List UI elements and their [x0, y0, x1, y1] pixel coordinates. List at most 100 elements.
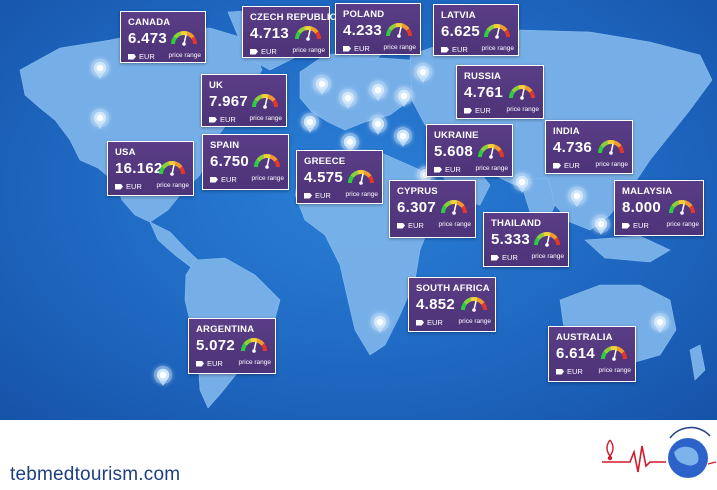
price-card-malaysia[interactable]: MALAYSIA 8.000 EUR price range	[614, 180, 704, 236]
price-card-spain[interactable]: SPAIN 6.750 EUR price range	[202, 134, 289, 190]
country-name: USA	[115, 147, 136, 158]
price-value: 4.575	[304, 169, 344, 186]
price-card-latvia[interactable]: LATVIA 6.625 EUR price range	[433, 4, 519, 56]
price-card-ukraine[interactable]: UKRAINE 5.608 EUR price range	[426, 124, 513, 177]
price-tag-icon	[304, 192, 312, 199]
price-card-uk[interactable]: UK 7.967 EUR price range	[201, 74, 287, 127]
gauge-segment	[310, 26, 319, 34]
price-tag-icon	[491, 254, 499, 261]
gauge-segment	[297, 26, 306, 34]
gauge-segment	[443, 200, 452, 208]
gauge-segment	[167, 161, 177, 166]
gauge-segment	[483, 29, 490, 38]
price-card-russia[interactable]: RUSSIA 4.761 EUR price range	[456, 65, 544, 119]
gauge-segment	[499, 24, 508, 32]
location-pin-icon[interactable]	[592, 215, 610, 233]
price-value: 5.333	[491, 231, 531, 248]
country-name: GREECE	[304, 156, 346, 167]
price-range-label: price range	[598, 367, 631, 374]
site-url[interactable]: tebmedtourism.com	[10, 464, 181, 485]
gauge-segment	[440, 205, 447, 214]
footer: tebmedtourism.com	[0, 420, 717, 490]
price-tag-icon	[434, 166, 442, 173]
currency-label: EUR	[139, 52, 155, 61]
location-pin-icon[interactable]	[313, 75, 331, 93]
gauge-segment	[253, 159, 260, 168]
location-pin-icon[interactable]	[369, 115, 387, 133]
price-card-australia[interactable]: AUSTRALIA 6.614 EUR price range	[548, 326, 636, 382]
price-card-greece[interactable]: GREECE 4.575 EUR price range	[296, 150, 383, 204]
gauge-hub	[489, 155, 493, 159]
gauge-segment	[456, 200, 465, 208]
price-card-poland[interactable]: POLAND 4.233 EUR price range	[335, 3, 421, 55]
country-name: CANADA	[128, 17, 171, 28]
location-pin-icon[interactable]	[568, 187, 586, 205]
gauge-segment	[256, 338, 265, 346]
currency-label: EUR	[452, 45, 468, 54]
location-pin-icon[interactable]	[513, 173, 531, 191]
gauge-segment	[498, 149, 505, 158]
price-value: 7.967	[209, 93, 249, 110]
price-range-label: price range	[666, 221, 699, 228]
gauge-segment	[243, 338, 252, 346]
currency-label: EUR	[502, 253, 518, 262]
gauge-segment	[170, 36, 177, 45]
gauge-hub	[397, 34, 401, 38]
gauge-icon	[597, 140, 625, 155]
price-card-argentina[interactable]: ARGENTINA 5.072 EUR price range	[188, 318, 276, 374]
location-pin-icon[interactable]	[371, 313, 389, 331]
price-value: 8.000	[622, 199, 662, 216]
location-pin-icon[interactable]	[651, 313, 669, 331]
location-pin-icon[interactable]	[301, 113, 319, 131]
country-name: THAILAND	[491, 218, 542, 229]
gauge-segment	[179, 31, 189, 36]
location-pin-icon[interactable]	[394, 127, 412, 145]
location-pin-icon[interactable]	[91, 109, 109, 127]
gauge-segment	[476, 297, 485, 305]
gauge-segment	[486, 24, 495, 32]
gauge-icon	[477, 144, 505, 159]
location-pin-icon[interactable]	[395, 87, 413, 105]
gauge-segment	[618, 145, 625, 154]
gauge-hub	[306, 37, 310, 41]
price-value: 6.614	[556, 345, 596, 362]
price-value: 6.307	[397, 199, 437, 216]
price-card-india[interactable]: INDIA 4.736 EUR price range	[545, 120, 633, 174]
price-tag-icon	[416, 319, 424, 326]
gauge-segment	[486, 144, 496, 149]
gauge-segment	[603, 346, 612, 354]
price-value: 4.736	[553, 139, 593, 156]
gauge-segment	[621, 351, 628, 360]
price-tag-icon	[196, 360, 204, 367]
gauge-icon	[600, 346, 628, 361]
location-pin-icon[interactable]	[154, 366, 172, 384]
gauge-segment	[477, 149, 484, 158]
price-card-thailand[interactable]: THAILAND 5.333 EUR price range	[483, 212, 569, 267]
location-pin-icon[interactable]	[91, 59, 109, 77]
location-pin-icon[interactable]	[369, 81, 387, 99]
price-card-canada[interactable]: CANADA 6.473 EUR price range	[120, 11, 206, 63]
gauge-icon	[240, 338, 268, 353]
price-tag-icon	[209, 116, 217, 123]
location-pin-icon[interactable]	[414, 63, 432, 81]
price-value: 6.625	[441, 23, 481, 40]
country-name: UK	[209, 80, 224, 91]
gauge-icon	[158, 161, 186, 176]
price-card-south-africa[interactable]: SOUTH AFRICA 4.852 EUR price range	[408, 277, 496, 332]
price-card-czech-republic[interactable]: CZECH REPUBLIC 4.713 EUR price range	[242, 6, 337, 58]
price-card-cyprus[interactable]: CYPRUS 6.307 EUR price range	[389, 180, 476, 238]
price-card-usa[interactable]: USA 16.162 EUR price range	[107, 141, 194, 196]
location-pin-icon[interactable]	[341, 133, 359, 151]
gauge-segment	[504, 29, 511, 38]
gauge-hub	[495, 35, 499, 39]
gauge-segment	[461, 205, 468, 214]
price-range-label: price range	[475, 165, 508, 172]
price-range-label: price range	[292, 47, 325, 54]
gauge-segment	[262, 154, 272, 159]
currency-label: EUR	[567, 367, 583, 376]
gauge-icon	[294, 26, 322, 41]
location-pin-icon[interactable]	[339, 89, 357, 107]
gauge-segment	[511, 85, 520, 93]
price-tag-icon	[441, 46, 449, 53]
gauge-segment	[272, 99, 279, 108]
